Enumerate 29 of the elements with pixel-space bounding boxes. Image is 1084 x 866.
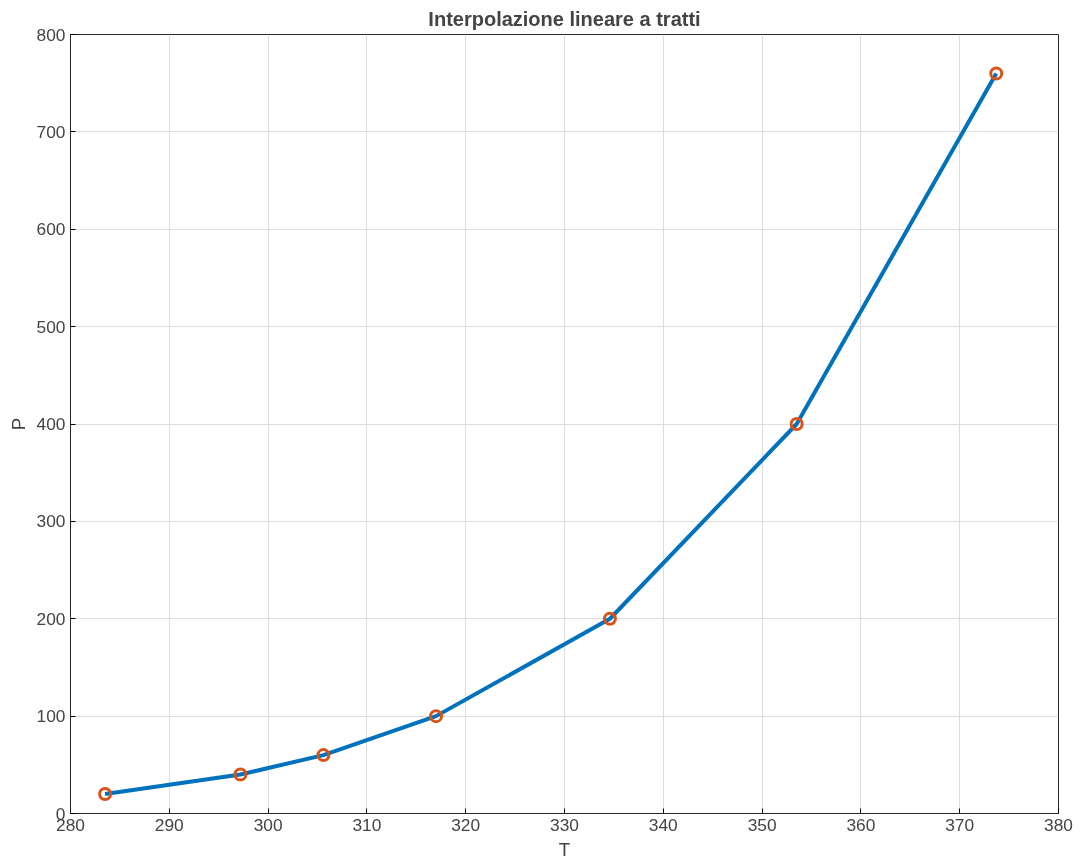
point <box>989 66 1004 81</box>
x-tick-label: 350 <box>747 814 777 835</box>
y-axis-title: P <box>7 417 29 431</box>
x-tick-label: 320 <box>451 814 481 835</box>
x-tick-label: 330 <box>550 814 579 835</box>
line-series <box>103 71 999 797</box>
point <box>98 787 113 802</box>
x-tick-label: 360 <box>846 814 876 835</box>
x-tick-label: 340 <box>648 814 678 835</box>
y-tick-label: 400 <box>36 414 66 434</box>
y-tick-label: 600 <box>36 219 66 240</box>
chart-title: Interpolazione lineare a tratti <box>428 7 701 30</box>
y-tick-label: 500 <box>36 316 66 337</box>
point <box>602 611 617 626</box>
y-tick-label: 700 <box>36 121 66 142</box>
y-tick-label: 100 <box>36 706 66 727</box>
x-tick-label: 290 <box>154 814 184 835</box>
point <box>233 767 248 782</box>
point <box>316 748 331 763</box>
y-tick-label: 200 <box>36 608 66 629</box>
x-tick-label: 300 <box>253 814 283 835</box>
y-tick-label: 800 <box>36 24 66 45</box>
y-tick-label: 300 <box>36 511 66 532</box>
x-axis-title: T <box>558 838 571 860</box>
point <box>429 709 444 724</box>
x-tick-label: 310 <box>352 814 382 835</box>
x-tick-label: 370 <box>945 814 975 835</box>
point <box>789 417 804 431</box>
x-tick-label: 380 <box>1044 814 1073 835</box>
